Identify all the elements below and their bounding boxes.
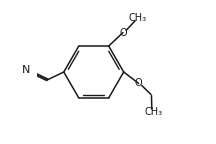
Text: CH₃: CH₃ [128,13,146,23]
Text: N: N [22,65,31,75]
Text: O: O [119,28,127,38]
Text: CH₃: CH₃ [145,107,163,117]
Text: O: O [135,78,143,88]
